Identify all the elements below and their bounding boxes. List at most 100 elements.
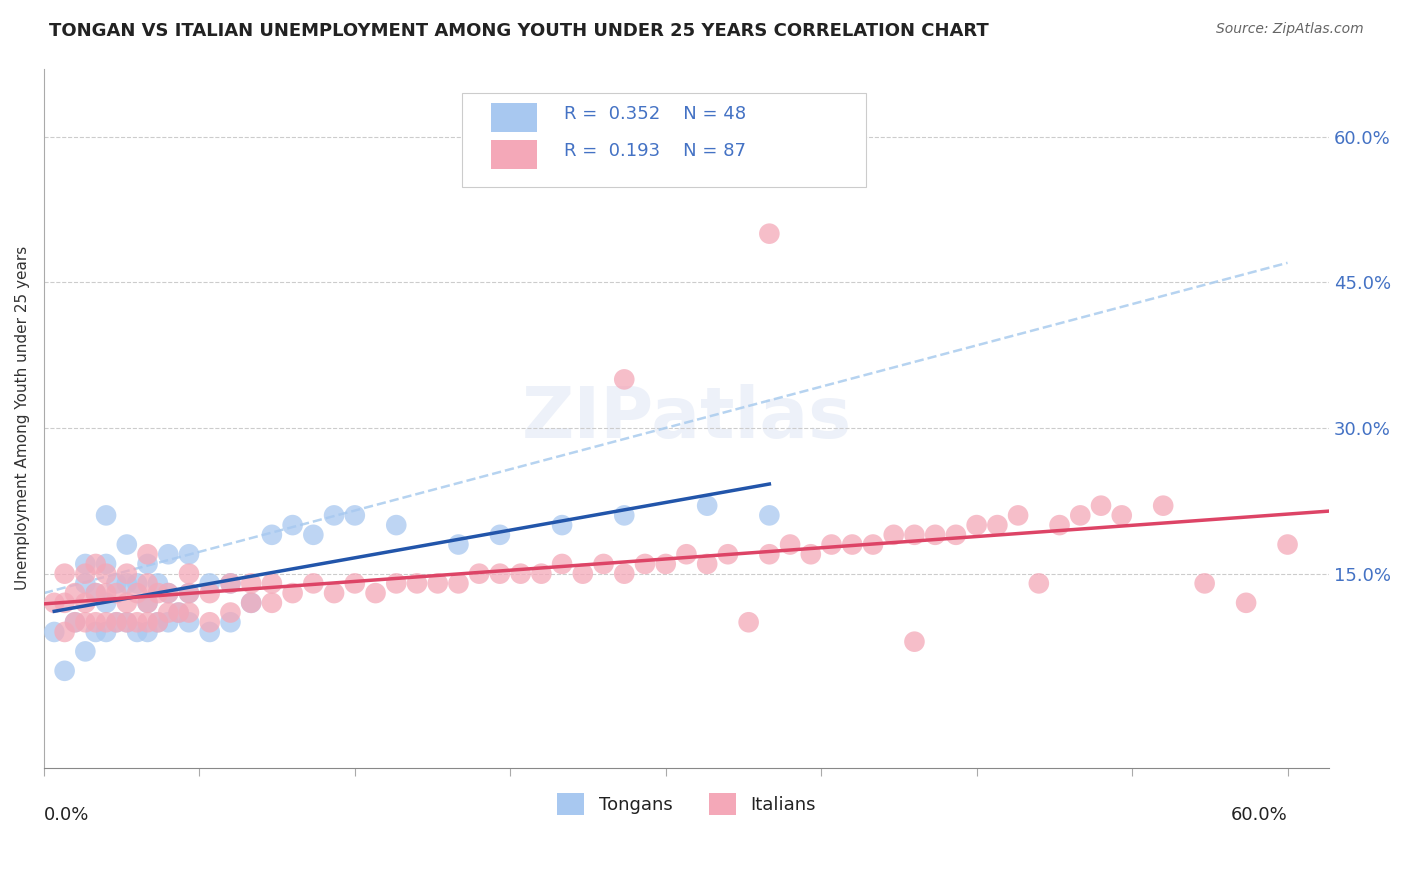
- Point: [136, 576, 159, 591]
- Point: [966, 518, 988, 533]
- Point: [779, 537, 801, 551]
- Point: [146, 615, 169, 630]
- Point: [177, 586, 200, 600]
- Point: [177, 586, 200, 600]
- Point: [302, 576, 325, 591]
- Point: [820, 537, 842, 551]
- Point: [115, 576, 138, 591]
- Point: [447, 576, 470, 591]
- Point: [53, 624, 76, 639]
- Point: [94, 596, 117, 610]
- Point: [1090, 499, 1112, 513]
- Point: [1007, 508, 1029, 523]
- Point: [613, 372, 636, 386]
- Point: [1049, 518, 1071, 533]
- Point: [219, 606, 242, 620]
- Text: 60.0%: 60.0%: [1230, 806, 1288, 824]
- Point: [53, 664, 76, 678]
- Point: [136, 557, 159, 571]
- Point: [84, 586, 107, 600]
- Point: [883, 528, 905, 542]
- Point: [406, 576, 429, 591]
- Point: [323, 586, 346, 600]
- Point: [613, 508, 636, 523]
- Point: [696, 557, 718, 571]
- Point: [945, 528, 967, 542]
- Point: [240, 576, 263, 591]
- Point: [115, 566, 138, 581]
- Point: [385, 518, 408, 533]
- Point: [675, 547, 697, 561]
- Y-axis label: Unemployment Among Youth under 25 years: Unemployment Among Youth under 25 years: [15, 246, 30, 591]
- Point: [281, 518, 304, 533]
- Point: [75, 615, 97, 630]
- Point: [53, 566, 76, 581]
- Point: [127, 586, 149, 600]
- FancyBboxPatch shape: [491, 103, 537, 132]
- Point: [157, 615, 180, 630]
- Point: [530, 566, 553, 581]
- Point: [198, 615, 221, 630]
- Point: [127, 624, 149, 639]
- Point: [94, 615, 117, 630]
- Point: [1111, 508, 1133, 523]
- Text: 0.0%: 0.0%: [44, 806, 89, 824]
- Point: [127, 615, 149, 630]
- Point: [44, 624, 66, 639]
- Point: [343, 508, 366, 523]
- Point: [364, 586, 387, 600]
- Point: [654, 557, 676, 571]
- Text: ZIPatlas: ZIPatlas: [522, 384, 852, 453]
- Point: [157, 606, 180, 620]
- Point: [84, 624, 107, 639]
- Point: [302, 528, 325, 542]
- Point: [468, 566, 491, 581]
- Point: [343, 576, 366, 591]
- FancyBboxPatch shape: [491, 140, 537, 169]
- Point: [94, 624, 117, 639]
- Point: [1194, 576, 1216, 591]
- Point: [53, 596, 76, 610]
- Point: [127, 576, 149, 591]
- Point: [157, 586, 180, 600]
- Point: [105, 576, 128, 591]
- Point: [1234, 596, 1257, 610]
- Point: [1028, 576, 1050, 591]
- Point: [146, 586, 169, 600]
- Point: [146, 576, 169, 591]
- Point: [84, 557, 107, 571]
- Point: [717, 547, 740, 561]
- Point: [489, 528, 512, 542]
- Point: [136, 596, 159, 610]
- Point: [198, 576, 221, 591]
- Point: [260, 528, 283, 542]
- Point: [198, 624, 221, 639]
- Point: [903, 634, 925, 648]
- Point: [75, 576, 97, 591]
- Point: [509, 566, 531, 581]
- Point: [94, 557, 117, 571]
- Point: [75, 557, 97, 571]
- Point: [758, 227, 780, 241]
- Point: [758, 547, 780, 561]
- Point: [136, 624, 159, 639]
- Point: [105, 615, 128, 630]
- Point: [696, 499, 718, 513]
- Point: [1069, 508, 1091, 523]
- Point: [924, 528, 946, 542]
- Point: [240, 596, 263, 610]
- Point: [737, 615, 759, 630]
- Point: [75, 596, 97, 610]
- Point: [105, 615, 128, 630]
- Point: [115, 596, 138, 610]
- Point: [136, 547, 159, 561]
- Point: [177, 606, 200, 620]
- Point: [489, 566, 512, 581]
- Point: [219, 615, 242, 630]
- Point: [281, 586, 304, 600]
- Point: [862, 537, 884, 551]
- Point: [157, 547, 180, 561]
- Point: [592, 557, 614, 571]
- Point: [63, 615, 86, 630]
- Point: [115, 537, 138, 551]
